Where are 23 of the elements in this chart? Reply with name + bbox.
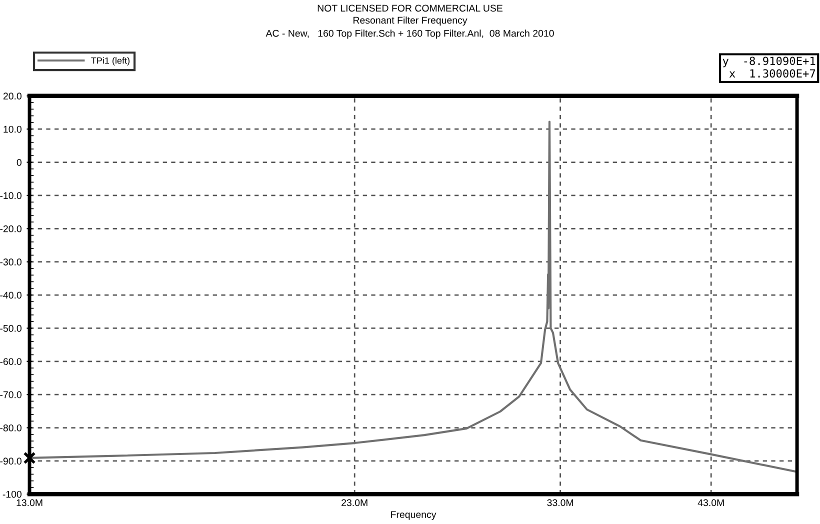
y-tick-label: -80.0 <box>0 424 22 432</box>
chart-subtitle: AC - New, 160 Top Filter.Sch + 160 Top Filter.Anl, 08 March 2010 <box>266 30 554 39</box>
chart-title: Resonant Filter Frequency <box>354 16 468 26</box>
y-tick-label: -100 <box>2 490 22 498</box>
y-tick-label: 10.0 <box>4 126 22 133</box>
text: NOT LICENSED FOR COMMERCIAL USE <box>318 4 502 12</box>
y-tick-label: 20.0 <box>3 92 22 100</box>
x-tick-label: 43.0M <box>698 499 724 506</box>
y-tick-label: -70.0 <box>0 391 22 398</box>
y-tick-label: -90.0 <box>0 458 22 465</box>
x-tick-label: 13.0M <box>16 499 42 506</box>
y-tick-label: -20.0 <box>0 225 22 232</box>
x-tick-label: 33.0M <box>547 499 574 506</box>
y-tick-label: -30.0 <box>0 258 22 266</box>
text: y -8.91090E+1 x 1.30000E+7 <box>722 56 816 78</box>
legend-label: TPi1 (left) <box>91 57 130 66</box>
y-tick-label: -10.0 <box>0 192 22 200</box>
y-tick-label: -50.0 <box>0 324 22 332</box>
y-tick-label: -60.0 <box>0 358 22 366</box>
x-axis-title: Frequency <box>391 511 436 520</box>
y-tick-label: 0 <box>16 159 22 166</box>
x-tick-label: 23.0M <box>342 499 368 506</box>
y-tick-label: -40.0 <box>0 292 22 299</box>
